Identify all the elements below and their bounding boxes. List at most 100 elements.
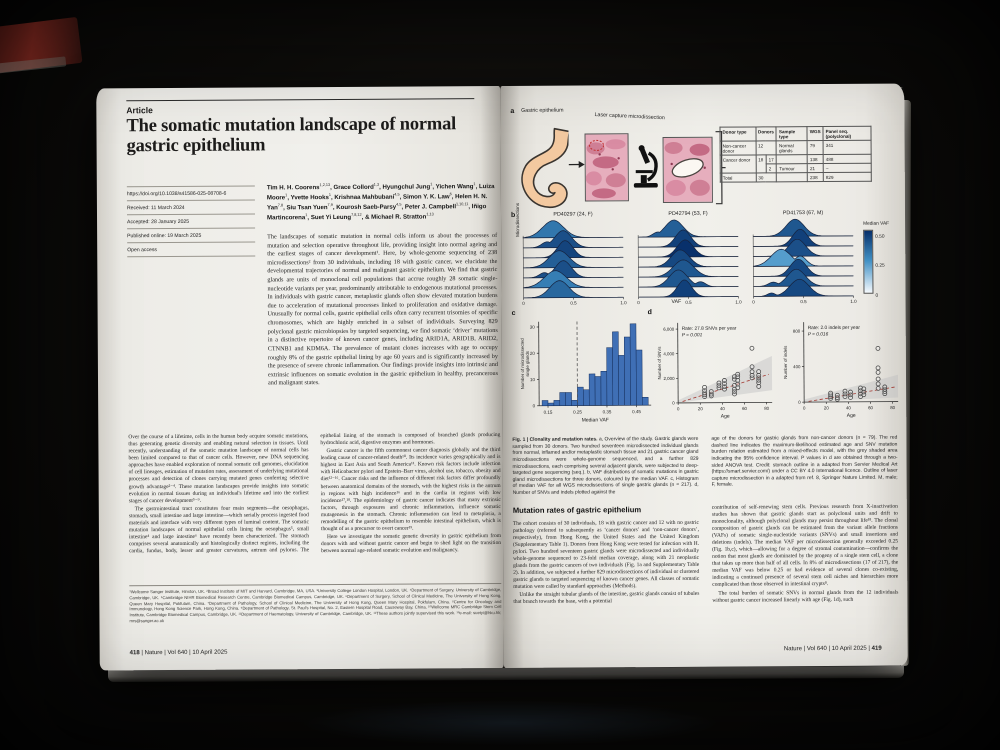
svg-text:80: 80 xyxy=(890,405,895,410)
ridgeline-title-2: PD42794 (53, F) xyxy=(668,210,708,217)
received-date: Received: 11 March 2024 xyxy=(126,199,255,215)
left-page: Article The somatic mutation landscape o… xyxy=(96,86,504,671)
svg-text:10: 10 xyxy=(530,377,536,382)
paragraph: Unlike the straight tubular glands of th… xyxy=(513,591,700,606)
open-access-label: Open access xyxy=(127,241,256,258)
svg-text:0.45: 0.45 xyxy=(632,409,641,414)
paragraph: Over the course of a lifetime, cells in … xyxy=(128,433,309,504)
laser-capture-label: Laser capture microdissection xyxy=(594,112,665,122)
vaf-ridgeline-plot-1: 0 0.5 1.0 xyxy=(522,220,627,306)
page-number: 419 xyxy=(871,645,882,652)
microscope-icon xyxy=(633,145,658,188)
panel-d-label: d xyxy=(647,309,652,317)
legend-title: Median VAF xyxy=(863,221,890,227)
svg-text:400: 400 xyxy=(793,364,801,369)
author: Suet Yi Leung7,8,12 xyxy=(310,212,362,221)
article-metadata: https://doi.org/10.1038/s41586-025-08708… xyxy=(126,185,256,258)
legend-tick: 0.25 xyxy=(875,263,885,269)
author: Kourosh Saeb-Parsy4,5 xyxy=(336,202,402,211)
author: Siu Tsan Yuen7,9 xyxy=(286,202,333,212)
table-header-row: Donor type Donors Sample type WGS Panel … xyxy=(719,126,872,142)
figure-caption-text: a, Overview of the study. Gastric glands… xyxy=(512,436,699,496)
paragraph: Gastric cancer is the fifth commonest ca… xyxy=(320,447,501,533)
table-row: Non-cancer donor 12 Normal glands 79 341 xyxy=(720,140,872,156)
ridgeline-title-3: PD41753 (67, M) xyxy=(782,210,824,217)
page-number: 418 xyxy=(129,650,140,657)
accepted-date: Accepted: 28 January 2025 xyxy=(126,213,256,229)
col-donor-type: Donor type xyxy=(719,126,756,142)
svg-text:800: 800 xyxy=(793,329,801,334)
author-list: Tim H. H. Coorens1,2,13, Grace Collord1,… xyxy=(266,182,495,222)
article-kicker: Article xyxy=(126,98,475,116)
svg-text:60: 60 xyxy=(868,405,873,410)
svg-text:1.0: 1.0 xyxy=(850,299,857,304)
ridgeline-xlabel: VAF xyxy=(671,298,682,305)
figure-caption-bold: Fig. 1 | Clonality and mutation rates. xyxy=(512,437,598,443)
bracket-icon xyxy=(715,131,726,205)
author: Yvette Hooks1 xyxy=(290,192,331,202)
body-text-columns: Over the course of a lifetime, cells in … xyxy=(128,432,501,582)
stomach-icon xyxy=(521,127,570,208)
author: Simon Y. K. Law6 xyxy=(402,192,452,201)
author: Krishnaa Mahbubani4,5 xyxy=(334,192,400,201)
svg-text:20: 20 xyxy=(824,406,829,411)
svg-text:0: 0 xyxy=(798,400,801,405)
svg-text:30: 30 xyxy=(530,325,536,330)
svg-text:60: 60 xyxy=(742,406,747,411)
roi-dashed-circle xyxy=(589,139,605,151)
svg-text:Age: Age xyxy=(847,413,856,419)
col-panel-seq: Panel seq. (polyclonal) xyxy=(823,126,872,141)
svg-text:40: 40 xyxy=(846,405,851,410)
svg-text:0.5: 0.5 xyxy=(570,301,577,306)
ridgeline-title-1: PD40297 (24, F) xyxy=(553,211,593,218)
snv-burden-scatter: 0 2,000 4,000 6,000 0 20 40 60 80 Rate: 27.8 SNVs… xyxy=(657,322,773,420)
vaf-ridgeline-plot-2: 0 0.5 1.0 xyxy=(637,219,742,305)
figure-caption-col2: age of the donors for gastric glands fro… xyxy=(711,435,898,489)
doi-link: https://doi.org/10.1038/s41586-025-08708… xyxy=(126,185,255,201)
svg-text:P = 0.001: P = 0.001 xyxy=(682,332,703,338)
svg-text:2,000: 2,000 xyxy=(663,376,675,381)
svg-text:0: 0 xyxy=(672,401,675,406)
col-sample-type: Sample type xyxy=(776,126,808,141)
svg-text:6,000: 6,000 xyxy=(663,327,675,332)
histology-image-1 xyxy=(584,133,629,202)
author: Peter J. Campbell1,10,11 xyxy=(404,201,469,211)
footer-journal-info: Nature | Vol 640 | 10 April 2025 | xyxy=(783,645,872,653)
svg-text:0: 0 xyxy=(637,300,640,305)
legend-gradient-bar xyxy=(863,229,874,294)
panel-c-label: c xyxy=(511,309,516,317)
right-page-text: Fig. 1 | Clonality and mutation rates. a… xyxy=(512,436,899,607)
svg-text:0.15: 0.15 xyxy=(544,410,553,415)
svg-text:20: 20 xyxy=(530,351,536,356)
indel-burden-scatter: 0 400 800 0 20 40 60 80 Rate: 2.0 indels per yea… xyxy=(783,322,899,419)
published-date: Published online: 19 March 2025 xyxy=(127,227,256,243)
col-wgs: WGS xyxy=(807,126,824,141)
paragraph: contribution of self-renewing stem cells… xyxy=(711,503,899,589)
body-col2-text: contribution of self-renewing stem cells… xyxy=(712,503,899,604)
abstract: The landscapes of somatic mutation in no… xyxy=(267,233,498,387)
arrow-icon xyxy=(568,161,585,169)
donor-summary-table: Donor type Donors Sample type WGS Panel … xyxy=(719,126,872,183)
section-heading: Mutation rates of gastric epithelium xyxy=(512,504,642,515)
paragraph: The total burden of somatic SNVs in norm… xyxy=(712,589,899,604)
svg-text:Number of SNVs: Number of SNVs xyxy=(657,346,662,380)
dissected-gland-outline xyxy=(671,158,704,178)
right-page-footer: Nature | Vol 640 | 10 April 2025 | 419 xyxy=(784,646,882,653)
gastric-epithelium-label: Gastric epithelium xyxy=(521,107,564,114)
svg-text:0.25: 0.25 xyxy=(573,410,582,415)
svg-text:Rate: 27.8 SNVs per year: Rate: 27.8 SNVs per year xyxy=(682,326,737,332)
col-donors: Donors xyxy=(755,126,777,141)
svg-text:0: 0 xyxy=(522,301,525,306)
median-vaf-histogram: 0 10 20 30 0.15 0.25 0.35 0.45 Number of microdi… xyxy=(520,321,652,424)
paragraph: The cohort consists of 30 individuals, 1… xyxy=(512,519,700,591)
svg-text:0: 0 xyxy=(677,406,680,411)
svg-text:Number of microdissectedsingle: Number of microdissectedsingle glands xyxy=(520,338,530,390)
legend-tick: 0 xyxy=(875,293,879,299)
figure-caption-col1: Fig. 1 | Clonality and mutation rates. a… xyxy=(512,437,698,498)
author: Grace Collord1,3 xyxy=(333,182,380,192)
affiliations-footnote: ¹Wellcome Sanger Institute, Hinxton, UK.… xyxy=(129,583,502,625)
svg-text:4,000: 4,000 xyxy=(663,351,675,356)
median-vaf-legend: Median VAF 0.50 0.25 0 xyxy=(863,221,897,299)
author: Yichen Wang1 xyxy=(435,182,476,191)
